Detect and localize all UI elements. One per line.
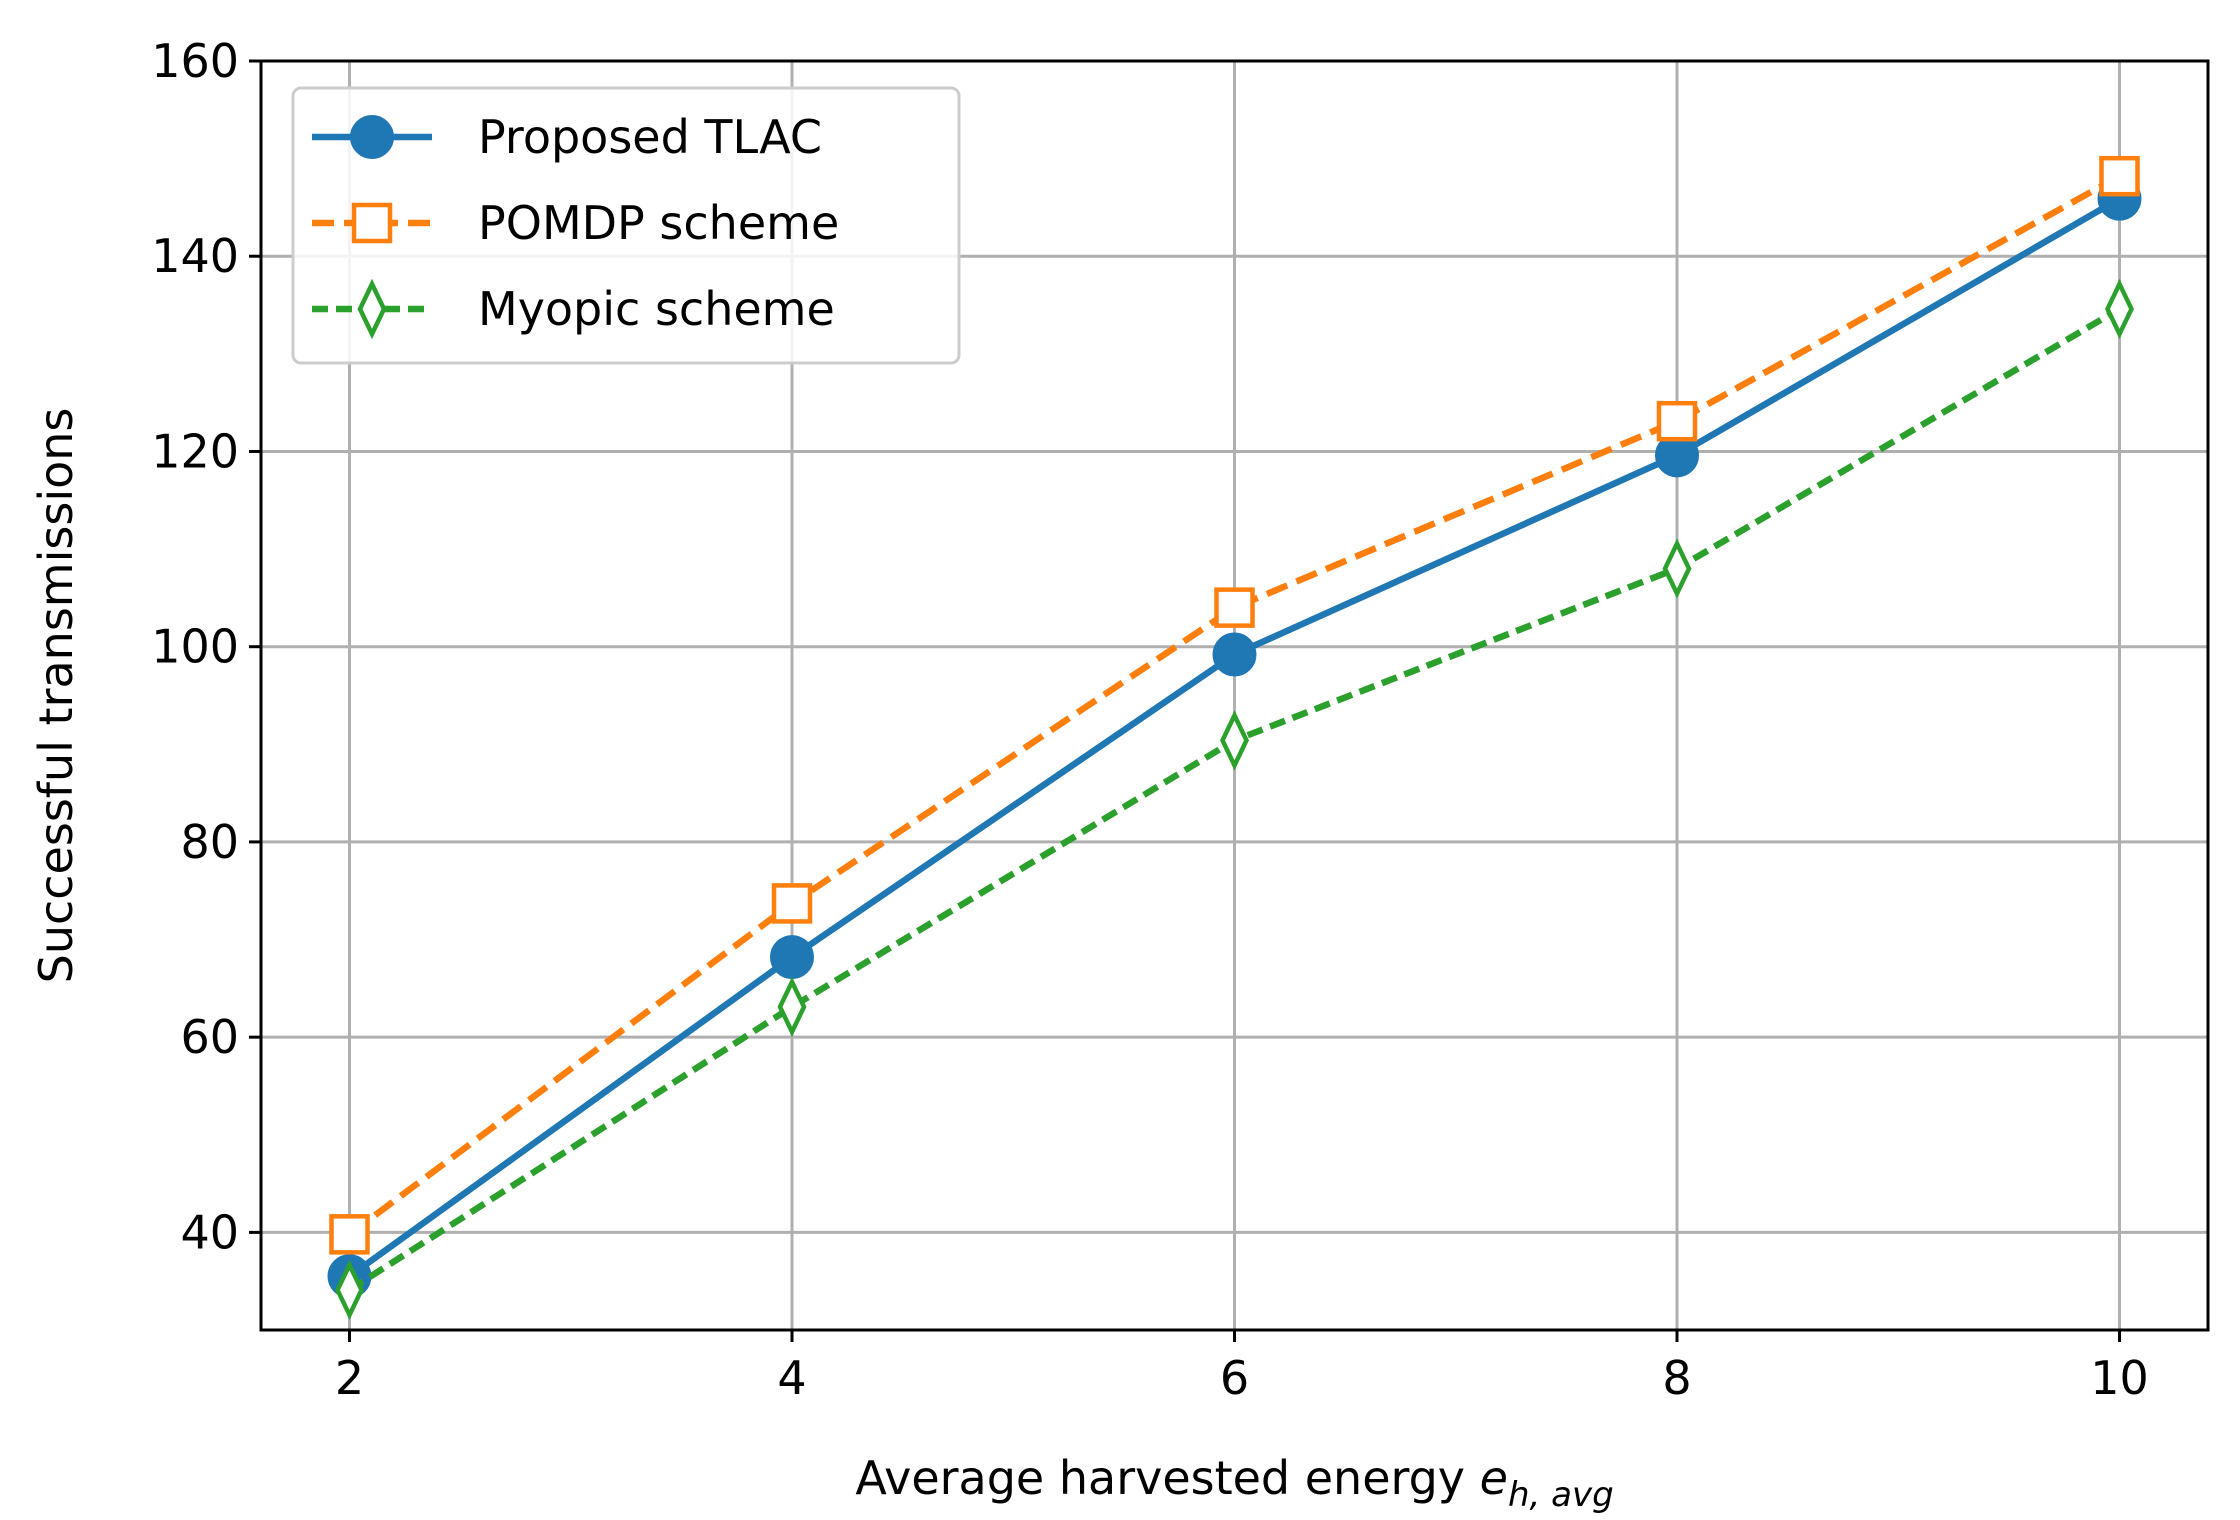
legend-label: POMDP scheme [478, 196, 839, 250]
y-tick-label: 140 [151, 229, 239, 283]
y-tick-label: 100 [151, 620, 239, 674]
y-tick-label: 60 [180, 1010, 239, 1064]
y-tick-label: 80 [180, 815, 239, 869]
data-point [1214, 587, 1255, 628]
data-point [771, 883, 813, 924]
legend-box [291, 86, 961, 365]
x-axis-label-subscript: h, avg [1508, 1475, 1614, 1515]
legend-marker [351, 202, 393, 244]
data-point [335, 1259, 364, 1321]
series-proposed-tlac [327, 176, 2142, 1299]
ticks: 2 4 6 8 10 40 60 80 100 120 140 160 [151, 34, 2149, 1405]
data-point [2105, 278, 2134, 340]
x-tick-label: 4 [777, 1351, 806, 1405]
x-tick-label: 10 [2090, 1351, 2149, 1405]
data-point [1212, 632, 1257, 677]
series-pomdp-scheme [329, 155, 2140, 1255]
legend-marker [350, 115, 394, 159]
x-tick-label: 6 [1220, 1351, 1249, 1405]
data-point [1220, 710, 1249, 771]
legend-label: Proposed TLAC [478, 110, 822, 164]
legend-label: Myopic scheme [478, 282, 835, 336]
data-point [329, 1214, 370, 1255]
data-point [2099, 155, 2140, 197]
series-line [347, 173, 2122, 1237]
legend: Proposed TLAC POMDP scheme Myopic scheme [291, 86, 961, 365]
y-axis-label: Successful transmissions [29, 408, 83, 984]
data-point [1662, 538, 1692, 599]
x-tick-label: 2 [335, 1351, 364, 1405]
x-axis-label-text: Average harvested energy [855, 1451, 1479, 1505]
y-tick-label: 120 [151, 424, 239, 478]
y-tick-label: 160 [151, 34, 239, 88]
series-myopic-scheme [335, 278, 2134, 1321]
series-group [327, 155, 2142, 1321]
x-axis-label: Average harvested energy eh, avg [855, 1451, 1613, 1515]
data-point [1656, 400, 1698, 442]
x-tick-label: 8 [1662, 1351, 1691, 1405]
x-axis-label-math: e [1480, 1451, 1508, 1505]
data-point [770, 935, 814, 980]
y-tick-label: 40 [180, 1205, 239, 1259]
data-point [777, 976, 807, 1038]
legend-marker [357, 278, 387, 340]
